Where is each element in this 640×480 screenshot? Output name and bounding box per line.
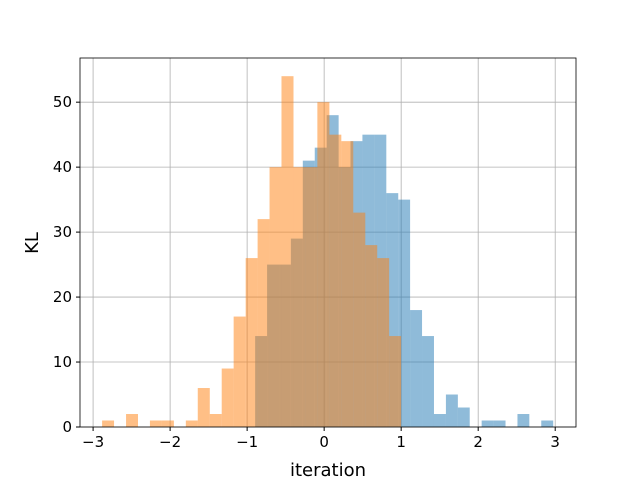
y-tick-label: 50 bbox=[53, 93, 72, 111]
bar bbox=[221, 368, 234, 427]
x-tick-label: −2 bbox=[159, 433, 181, 451]
x-axis-label: iteration bbox=[290, 460, 366, 480]
bar bbox=[353, 212, 366, 427]
bar bbox=[185, 420, 198, 427]
bar bbox=[329, 134, 342, 427]
bar bbox=[398, 199, 411, 427]
bar bbox=[422, 336, 434, 427]
bar bbox=[457, 407, 470, 427]
x-tick-label: 1 bbox=[396, 433, 406, 451]
bar bbox=[389, 336, 402, 427]
bar bbox=[493, 420, 506, 427]
bar bbox=[102, 420, 115, 427]
bar bbox=[317, 102, 330, 427]
bar bbox=[209, 414, 222, 427]
bar bbox=[365, 245, 378, 427]
bar bbox=[445, 394, 458, 427]
bar bbox=[410, 310, 423, 427]
bar bbox=[257, 219, 270, 427]
bar bbox=[245, 258, 258, 427]
bar bbox=[269, 167, 282, 427]
bar bbox=[377, 258, 390, 427]
bar bbox=[161, 420, 174, 427]
y-tick-label: 20 bbox=[53, 288, 72, 306]
bar bbox=[281, 76, 294, 428]
bar bbox=[433, 414, 446, 427]
y-tick-label: 30 bbox=[53, 223, 72, 241]
y-tick-label: 0 bbox=[62, 418, 72, 436]
x-tick-label: 2 bbox=[473, 433, 483, 451]
bar bbox=[341, 141, 354, 428]
bar bbox=[481, 420, 494, 427]
x-tick-label: −3 bbox=[82, 433, 104, 451]
bar bbox=[517, 414, 530, 427]
bar bbox=[541, 420, 554, 427]
bar bbox=[149, 420, 162, 427]
y-axis-label: KL bbox=[22, 232, 43, 254]
x-tick-label: 0 bbox=[319, 433, 329, 451]
bar bbox=[386, 193, 399, 427]
bar bbox=[305, 167, 318, 427]
x-tick-label: −1 bbox=[236, 433, 258, 451]
y-tick-label: 10 bbox=[53, 353, 72, 371]
bar bbox=[233, 316, 246, 427]
bar bbox=[293, 167, 306, 427]
bar bbox=[197, 388, 210, 427]
bar bbox=[126, 414, 138, 427]
x-tick-label: 3 bbox=[550, 433, 560, 451]
y-tick-label: 40 bbox=[53, 158, 72, 176]
plot-frame bbox=[79, 57, 577, 428]
